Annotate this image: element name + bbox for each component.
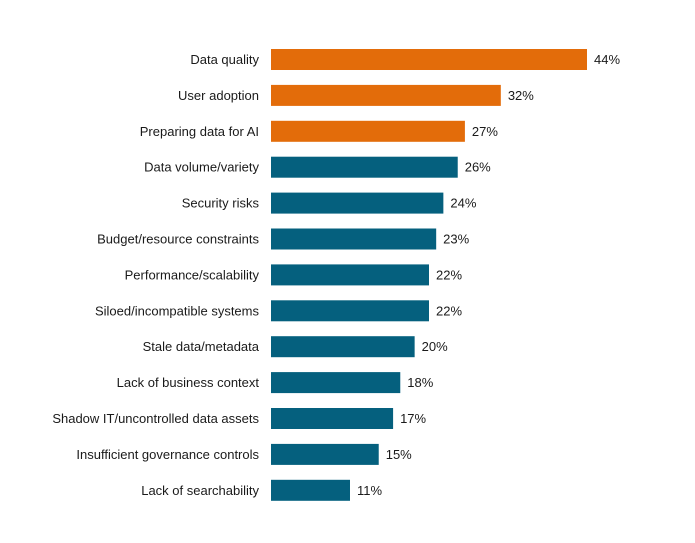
category-labels-group: Data quality User adoption Preparing data … (52, 52, 259, 498)
bar (271, 336, 415, 358)
bar (271, 479, 350, 501)
category-label: Security risks (182, 196, 260, 211)
value-label: 26% (465, 160, 491, 175)
category-label: Performance/scalability (125, 267, 260, 282)
category-label: Budget/resource constraints (97, 232, 259, 247)
bar (271, 192, 444, 214)
category-label: Preparing data for AI (140, 124, 259, 139)
category-label: Insufficient governance controls (76, 447, 259, 462)
value-label: 17% (400, 411, 426, 426)
bar (271, 228, 437, 250)
value-label: 23% (443, 232, 469, 247)
value-label: 20% (422, 339, 448, 354)
category-label: Data volume/variety (144, 160, 259, 175)
category-label: User adoption (178, 88, 259, 103)
category-label: Lack of business context (117, 375, 260, 390)
category-label: Stale data/metadata (143, 339, 260, 354)
bars-group (271, 49, 587, 501)
value-label: 32% (508, 88, 534, 103)
bar (271, 84, 501, 106)
bar (271, 264, 429, 286)
value-label: 22% (436, 303, 462, 318)
bar (271, 120, 465, 142)
value-label: 22% (436, 267, 462, 282)
category-label: Siloed/incompatible systems (95, 303, 260, 318)
value-labels-group: 44% 32% 27% 26% 24% 23% 22% 22% 20% 18% 17% 15% 11% (357, 52, 620, 498)
value-label: 24% (450, 196, 476, 211)
value-label: 27% (472, 124, 498, 139)
bar (271, 49, 587, 70)
category-label: Shadow IT/uncontrolled data assets (52, 411, 259, 426)
category-label: Lack of searchability (141, 483, 259, 498)
bar (271, 372, 401, 394)
bar (271, 156, 458, 178)
value-label: 18% (407, 375, 433, 390)
value-label: 44% (594, 52, 620, 67)
bar (271, 300, 429, 322)
bar (271, 408, 394, 429)
bar (271, 443, 379, 465)
value-label: 15% (386, 447, 412, 462)
category-label: Data quality (190, 52, 259, 67)
value-label: 11% (357, 483, 382, 498)
